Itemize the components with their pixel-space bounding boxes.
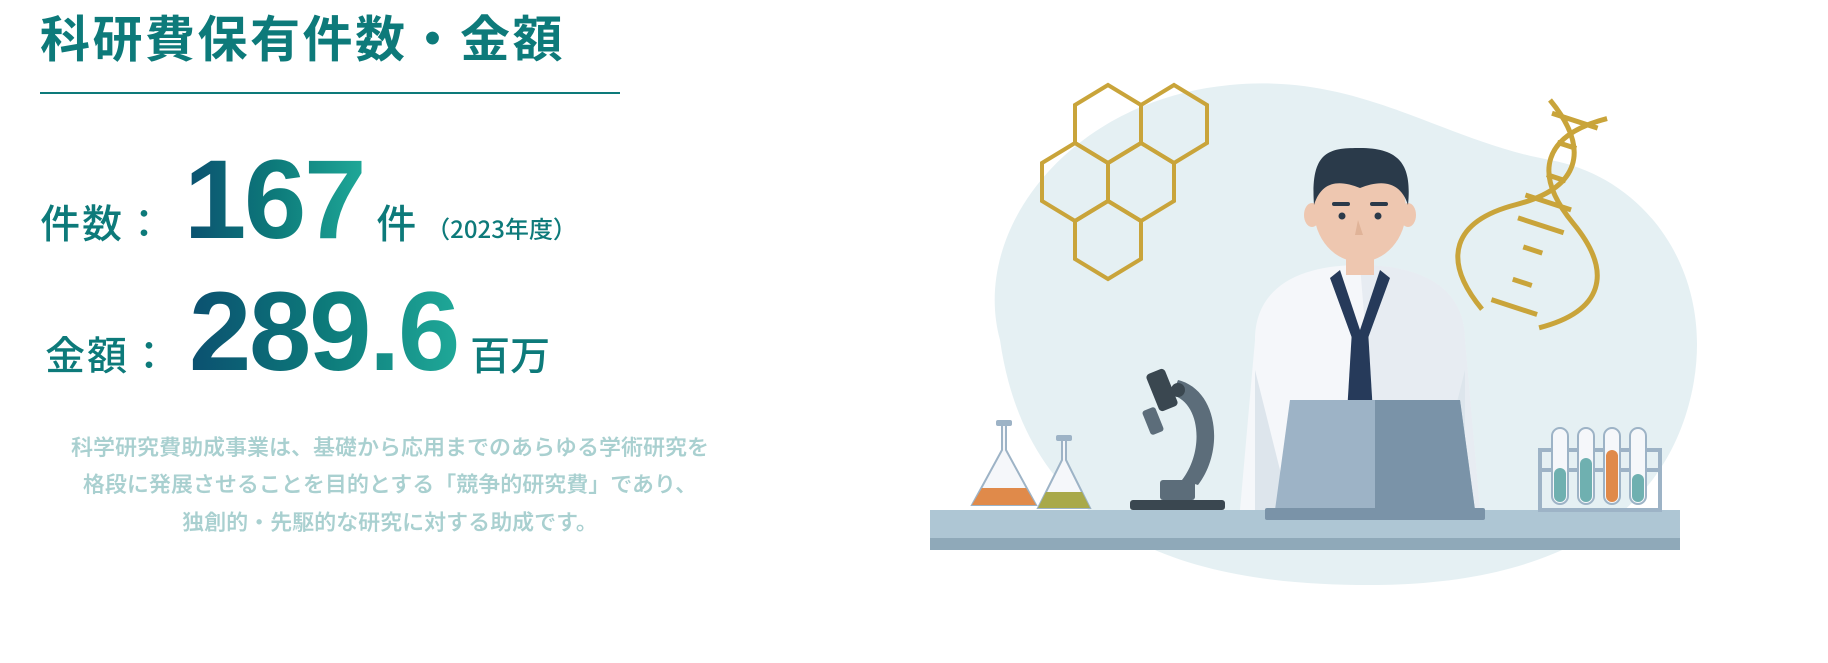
- left-column: 科研費保有件数・金額 件数： 167 件 （2023年度） 金額： 289.6 …: [0, 0, 800, 663]
- stat-amount-label: 金額：: [45, 324, 171, 382]
- stat-count-value: 167: [184, 144, 364, 256]
- laptop-icon: [1265, 400, 1485, 520]
- description-line2: 格段に発展させることを目的とする「競争的研究費」であり、: [40, 465, 740, 502]
- stat-count-unit: 件: [376, 192, 416, 250]
- scientist-illustration: [860, 30, 1740, 610]
- stat-amount-unit: 百万: [470, 324, 550, 382]
- page-title: 科研費保有件数・金額: [40, 0, 800, 72]
- stat-amount-row: 金額： 289.6 百万: [40, 276, 800, 388]
- lab-bench-shadow: [930, 538, 1680, 550]
- description-line1: 科学研究費助成事業は、基礎から応用までのあらゆる学術研究を: [40, 428, 740, 465]
- stat-count-row: 件数： 167 件 （2023年度）: [40, 144, 800, 256]
- title-underline: [40, 92, 620, 94]
- stat-amount-value: 289.6: [189, 276, 458, 388]
- stat-count-note: （2023年度）: [426, 210, 577, 245]
- stat-count-label: 件数：: [40, 192, 166, 250]
- description: 科学研究費助成事業は、基礎から応用までのあらゆる学術研究を 格段に発展させること…: [40, 428, 740, 540]
- description-line3: 独創的・先駆的な研究に対する助成です。: [40, 503, 740, 540]
- right-column: [800, 0, 1828, 663]
